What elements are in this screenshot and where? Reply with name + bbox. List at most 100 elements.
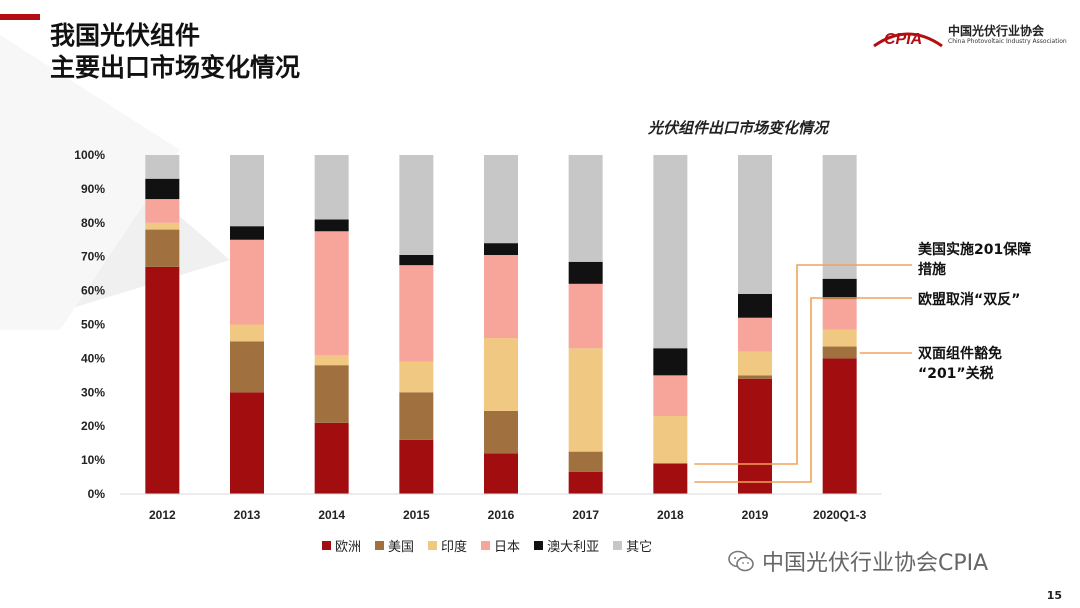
legend-swatch — [375, 541, 385, 550]
legend-swatch — [322, 541, 331, 550]
bar-segment — [314, 155, 349, 220]
bar-segment — [484, 243, 518, 256]
page-number: 15 — [1046, 589, 1062, 602]
bar-segment — [484, 410, 518, 454]
bar-segment — [738, 375, 772, 379]
x-tick-label: 2013 — [234, 508, 261, 522]
title-line-2: 主要出口市场变化情况 — [50, 53, 301, 82]
legend-item: 其它 — [613, 536, 652, 555]
x-tick-label: 2012 — [149, 508, 176, 522]
page-title: 我国光伏组件 主要出口市场变化情况 — [50, 20, 300, 84]
annotation-us-201: 美国实施201保障 措施 — [918, 240, 1031, 280]
bar-segment — [822, 329, 857, 347]
x-tick-label: 2020Q1-3 — [813, 508, 867, 522]
bar-segment — [738, 378, 772, 494]
bar-segment — [230, 155, 264, 227]
bar-segment — [399, 265, 434, 362]
bar-segment — [653, 348, 688, 376]
title-line-1: 我国光伏组件 — [50, 21, 201, 50]
annotation-us-201-line1: 美国实施201保障 — [918, 242, 1032, 258]
legend-swatch — [481, 541, 491, 550]
bar-segment — [822, 299, 857, 330]
legend-item: 日本 — [481, 536, 520, 555]
bar-segment — [399, 155, 434, 256]
watermark-text: 中国光伏行业协会CPIA — [762, 551, 989, 576]
callout-lines — [694, 264, 912, 483]
y-tick-label: 50% — [81, 318, 105, 332]
bar-segment — [314, 355, 349, 366]
bar-segment — [822, 346, 857, 359]
x-axis: 2012 2013 2014 2015 2016 2017 2018 2019 2020Q1-3 — [120, 493, 882, 522]
bar-segment — [568, 155, 603, 262]
wechat-icon — [728, 550, 754, 572]
callout-line — [694, 264, 912, 465]
x-tick-label: 2017 — [572, 508, 599, 522]
bar-segment — [145, 229, 180, 267]
y-tick-label: 10% — [81, 453, 105, 467]
bar-segment — [230, 226, 264, 240]
x-tick-label: 2018 — [657, 508, 684, 522]
y-tick-label: 70% — [81, 250, 105, 264]
chart-title: 光伏组件出口市场变化情况 — [648, 119, 829, 137]
bar-segment — [145, 266, 180, 494]
bar-segment — [653, 155, 688, 349]
y-tick-label: 100% — [74, 148, 105, 162]
legend-label: 澳大利亚 — [547, 540, 600, 555]
bar-segment — [230, 239, 264, 325]
legend-swatch — [428, 541, 438, 550]
bar-segment — [738, 155, 772, 294]
annotation-eu-antidumping: 欧盟取消“双反” — [918, 290, 1020, 310]
bar-segment — [822, 155, 857, 279]
bar-segment — [568, 261, 603, 284]
logo-english-name: China Photovoltaic Industry Association — [948, 38, 1067, 45]
annotation-bifacial-line2: “201”关税 — [918, 366, 994, 382]
bar-segment — [568, 348, 603, 452]
bar-segment — [145, 178, 180, 200]
y-axis: 0% 10% 20% 30% 40% 50% 60% 70% 80% 90% 100% — [74, 148, 105, 501]
bar-segment — [653, 375, 688, 417]
y-tick-label: 90% — [81, 182, 105, 196]
bar-segment — [314, 219, 349, 232]
chart-legend: 欧洲 美国 印度 日本 澳大利亚 其它 — [322, 536, 652, 555]
legend-label: 欧洲 — [335, 540, 362, 555]
bar-segment — [399, 255, 434, 266]
legend-label: 其它 — [626, 540, 653, 555]
y-tick-label: 60% — [81, 284, 105, 298]
bar-segment — [738, 293, 772, 318]
bar-segment — [145, 222, 180, 230]
bar-segment — [230, 392, 264, 494]
bar-segment — [145, 199, 180, 223]
logo-mark-text: CPIA — [884, 31, 922, 48]
bar-segment — [399, 392, 434, 440]
title-accent-bar — [0, 14, 40, 20]
bar-segment — [568, 471, 603, 494]
bar-segment — [399, 361, 434, 393]
legend-label: 日本 — [494, 540, 521, 555]
bars — [145, 155, 857, 494]
bar-segment — [738, 317, 772, 352]
legend-item: 欧洲 — [322, 536, 361, 555]
bar-segment — [484, 255, 518, 339]
bar-segment — [314, 365, 349, 423]
bar-segment — [653, 416, 688, 464]
bar-segment — [314, 231, 349, 356]
x-tick-label: 2015 — [403, 508, 430, 522]
legend-swatch — [534, 541, 544, 550]
bar-segment — [484, 453, 518, 494]
legend-item: 印度 — [428, 536, 467, 555]
bar-segment — [230, 341, 264, 393]
legend-item: 美国 — [375, 536, 414, 555]
legend-swatch — [613, 541, 623, 550]
bar-segment — [399, 439, 434, 494]
y-tick-label: 80% — [81, 216, 105, 230]
bar-segment — [653, 463, 688, 494]
callout-line — [694, 297, 912, 483]
y-tick-label: 30% — [81, 385, 105, 399]
bar-segment — [145, 155, 180, 179]
annotation-us-201-line2: 措施 — [918, 262, 946, 278]
x-tick-label: 2016 — [488, 508, 515, 522]
bar-segment — [484, 155, 518, 244]
bar-segment — [822, 278, 857, 300]
wechat-watermark: 中国光伏行业协会CPIA — [728, 545, 988, 577]
